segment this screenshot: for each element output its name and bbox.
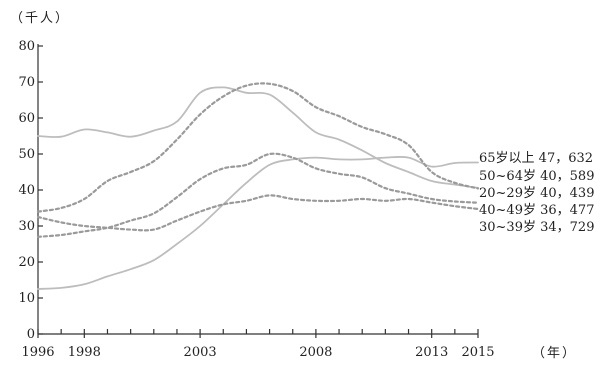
series-end-label: 30~39岁 34，729 bbox=[479, 220, 594, 235]
series-line-1 bbox=[38, 157, 478, 289]
y-tick-label: 10 bbox=[18, 291, 35, 306]
y-axis-unit-label: （千人） bbox=[10, 11, 70, 26]
series-line-3 bbox=[38, 83, 478, 211]
x-tick-label: 2015 bbox=[461, 345, 494, 360]
x-tick-label: 2003 bbox=[184, 345, 217, 360]
y-tick-label: 60 bbox=[18, 111, 35, 126]
series-line-5 bbox=[38, 195, 478, 230]
x-tick-label: 1996 bbox=[21, 345, 54, 360]
series-end-label: 20~29岁 40，439 bbox=[479, 186, 594, 201]
y-tick-label: 20 bbox=[18, 255, 35, 270]
y-tick-label: 30 bbox=[18, 219, 35, 234]
x-tick-label: 2013 bbox=[415, 345, 448, 360]
y-tick-label: 80 bbox=[18, 39, 35, 54]
series-end-label: 40~49岁 36，477 bbox=[479, 203, 594, 218]
x-tick-label: 1998 bbox=[68, 345, 101, 360]
x-tick-label: 2008 bbox=[299, 345, 332, 360]
y-tick-label: 50 bbox=[18, 147, 35, 162]
x-axis-unit-label: （年） bbox=[532, 346, 577, 361]
y-tick-label: 70 bbox=[18, 75, 35, 90]
series-end-label: 65岁以上 47，632 bbox=[479, 151, 593, 166]
series-end-label: 50~64岁 40，589 bbox=[479, 169, 594, 184]
y-tick-label: 40 bbox=[18, 183, 35, 198]
y-tick-label: 0 bbox=[27, 327, 35, 342]
axes: 0 10 20 30 40 50 60 70 80 1996 1998 2003 2008 2013 201… bbox=[18, 39, 494, 360]
series-line-4 bbox=[38, 154, 478, 237]
series-lines bbox=[38, 83, 478, 289]
series-end-labels: 65岁以上 47，632 50~64岁 40，589 20~29岁 40，439 40… bbox=[479, 151, 594, 235]
